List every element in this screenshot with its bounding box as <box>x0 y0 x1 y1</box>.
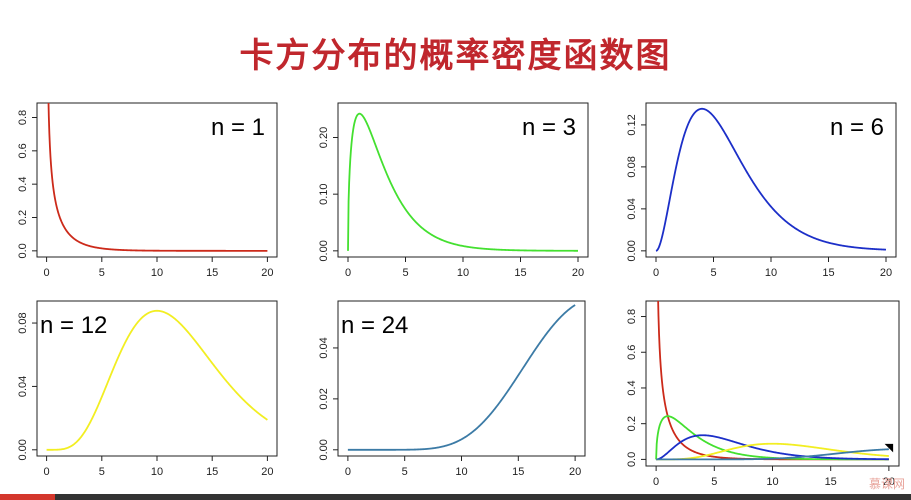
y-tick-label: 0.20 <box>318 127 330 148</box>
x-tick-label: 15 <box>822 267 834 279</box>
y-tick-label: 0.4 <box>17 177 29 192</box>
x-tick-label: 10 <box>457 267 469 279</box>
x-tick-label: 5 <box>710 267 716 279</box>
y-tick-label: 0.00 <box>318 240 330 261</box>
y-tick-label: 0.08 <box>626 156 638 177</box>
panel-label: n = 6 <box>830 114 884 141</box>
y-tick-label: 0.12 <box>626 114 638 135</box>
density-curve-df-12 <box>46 309 268 451</box>
page-title: 卡方分布的概率密度函数图 <box>239 36 672 76</box>
y-tick-label: 0.0 <box>626 452 638 467</box>
y-tick-label: 0.2 <box>626 416 638 431</box>
x-tick-label: 15 <box>514 267 526 279</box>
x-tick-label: 20 <box>572 267 584 279</box>
density-curve-df-3 <box>347 112 578 252</box>
y-tick-label: 0.00 <box>318 439 330 460</box>
x-tick-label: 0 <box>44 466 50 478</box>
y-tick-label: 0.08 <box>17 312 29 333</box>
y-tick-label: 0.6 <box>17 143 29 158</box>
density-curve-df-24 <box>347 304 576 451</box>
x-tick-label: 0 <box>653 267 659 279</box>
y-tick-label: 0.04 <box>318 337 330 358</box>
x-tick-label: 20 <box>261 267 273 279</box>
y-tick-label: 0.2 <box>17 210 29 225</box>
y-tick-label: 0.02 <box>318 388 330 409</box>
x-tick-label: 15 <box>206 466 218 478</box>
x-tick-label: 5 <box>402 267 408 279</box>
y-tick-label: 0.4 <box>626 380 638 395</box>
watermark-logo: 慕课网 <box>868 477 905 491</box>
y-tick-label: 0.8 <box>626 309 638 324</box>
y-tick-label: 0.00 <box>17 439 29 460</box>
chart-panel-1: 0 5 10 15 20 0.0 0.2 0.4 0.6 0.8 n = 1 <box>17 102 278 279</box>
x-tick-label: 20 <box>883 476 895 488</box>
plot-frame <box>645 300 900 467</box>
x-tick-label: 15 <box>825 476 837 488</box>
x-tick-label: 15 <box>512 466 524 478</box>
x-tick-label: 10 <box>765 267 777 279</box>
density-curve-df-24 <box>656 448 889 461</box>
x-tick-label: 0 <box>653 476 659 488</box>
x-tick-label: 5 <box>99 267 105 279</box>
y-tick-label: 0.6 <box>626 345 638 360</box>
panel-label: n = 3 <box>522 114 576 141</box>
density-curve-df-1 <box>47 103 268 252</box>
x-tick-label: 20 <box>880 267 892 279</box>
chart-panel-4: 0 5 10 15 20 0.00 0.04 0.08 n = 12 <box>17 300 278 478</box>
x-tick-label: 20 <box>261 466 273 478</box>
chart-panel-2: 0 5 10 15 20 0.00 0.10 0.20 n = 3 <box>318 102 589 279</box>
x-tick-label: 10 <box>455 466 467 478</box>
chart-panel-6: 0 5 10 15 20 0.0 0.2 0.4 0.6 0.8 <box>626 300 900 488</box>
x-tick-label: 5 <box>402 466 408 478</box>
y-tick-label: 0.0 <box>17 243 29 258</box>
video-progress-fill <box>0 494 55 500</box>
y-tick-label: 0.00 <box>626 240 638 261</box>
x-tick-label: 0 <box>345 466 351 478</box>
x-tick-label: 10 <box>151 267 163 279</box>
panel-label: n = 24 <box>341 312 408 339</box>
chart-panel-5: 0 5 10 15 20 0.00 0.02 0.04 n = 24 <box>318 300 586 478</box>
video-progress-bar[interactable] <box>0 494 911 500</box>
y-tick-label: 0.04 <box>17 376 29 397</box>
density-curve-df-6 <box>655 107 887 252</box>
x-tick-label: 20 <box>569 466 581 478</box>
panel-label: n = 12 <box>40 312 107 339</box>
y-tick-label: 0.04 <box>626 198 638 219</box>
panel-label: n = 1 <box>211 114 265 141</box>
x-tick-label: 0 <box>345 267 351 279</box>
chart-panel-3: 0 5 10 15 20 0.00 0.04 0.08 0.12 n = 6 <box>626 102 897 279</box>
x-tick-label: 0 <box>44 267 50 279</box>
density-curve-df-1 <box>657 301 889 461</box>
x-tick-label: 10 <box>766 476 778 488</box>
density-curve-df-6 <box>656 434 889 461</box>
x-tick-label: 5 <box>99 466 105 478</box>
x-tick-label: 5 <box>711 476 717 488</box>
y-tick-label: 0.10 <box>318 183 330 204</box>
x-tick-label: 15 <box>206 267 218 279</box>
x-tick-label: 10 <box>151 466 163 478</box>
y-tick-label: 0.8 <box>17 110 29 125</box>
